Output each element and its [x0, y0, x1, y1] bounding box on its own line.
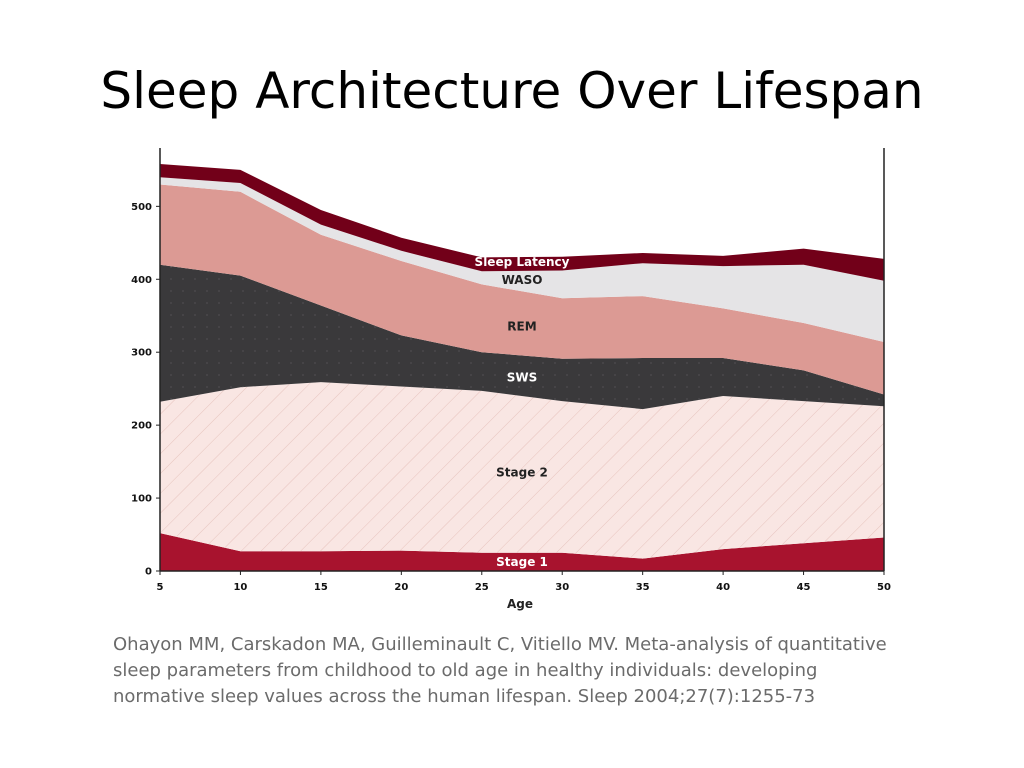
- series-label-rem: REM: [507, 320, 536, 334]
- axes: 0 100 200 300 400 500 5 10 15 20 25 30 35 40 45 50 Age: [131, 148, 891, 611]
- y-tick-label: 0: [145, 567, 152, 578]
- series-labels: Stage 1 Stage 2 SWS REM WASO Sleep Latency: [475, 255, 570, 569]
- x-axis-title: Age: [507, 597, 533, 611]
- y-tick-label: 100: [131, 494, 152, 505]
- area-fill: [160, 533, 884, 571]
- area-rem: [160, 184, 884, 395]
- x-tick-label: 35: [636, 582, 650, 593]
- area-sleep-latency: [160, 164, 884, 281]
- series-label-waso: WASO: [502, 273, 543, 287]
- area-stage-1: [160, 533, 884, 571]
- x-tick-label: 50: [877, 582, 891, 593]
- citation-line: Ohayon MM, Carskadon MA, Guilleminault C…: [113, 634, 887, 655]
- y-tick-label: 300: [131, 348, 152, 359]
- series-label-stage-1: Stage 1: [496, 555, 548, 569]
- area-sws: [160, 264, 884, 410]
- area-stage-2: [160, 382, 884, 559]
- x-tick-label: 30: [555, 582, 569, 593]
- x-tick-label: 5: [157, 582, 164, 593]
- y-tick-label: 500: [131, 202, 152, 213]
- series-label-stage-2: Stage 2: [496, 466, 548, 480]
- area-fill: [160, 177, 884, 342]
- citation-line: normative sleep values across the human …: [113, 686, 816, 707]
- series-label-sleep-latency: Sleep Latency: [475, 255, 570, 269]
- area-hatch: [160, 382, 884, 559]
- citation: Ohayon MM, Carskadon MA, Guilleminault C…: [113, 632, 933, 710]
- area-texture: [160, 264, 884, 410]
- area-fill: [160, 164, 884, 281]
- x-tick-label: 25: [475, 582, 489, 593]
- area-waso: [160, 177, 884, 342]
- x-tick-label: 20: [394, 582, 408, 593]
- citation-line: sleep parameters from childhood to old a…: [113, 660, 818, 681]
- x-tick-label: 45: [797, 582, 811, 593]
- series-label-sws: SWS: [507, 371, 538, 385]
- x-tick-label: 40: [716, 582, 730, 593]
- x-tick-label: 15: [314, 582, 328, 593]
- slide-title: Sleep Architecture Over Lifespan: [100, 62, 924, 120]
- y-tick-label: 200: [131, 421, 152, 432]
- area-fill: [160, 184, 884, 395]
- x-tick-label: 10: [233, 582, 247, 593]
- area-layers: [160, 164, 884, 571]
- y-tick-label: 400: [131, 275, 152, 286]
